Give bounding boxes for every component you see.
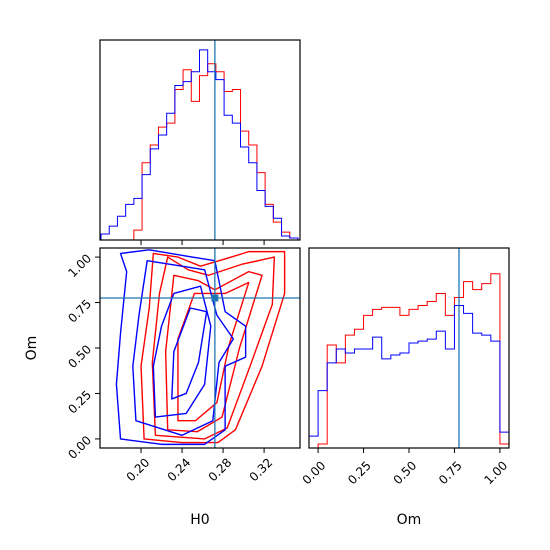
contour-xtick-label-2: 0.28 [206, 455, 235, 484]
contour-xtick-label-0: 0.20 [124, 455, 153, 484]
hist-Om-series-0-step [309, 273, 510, 449]
hist-Om-xtick-label-1: 0.25 [345, 458, 374, 487]
histogram-H0-frame [99, 39, 301, 241]
histogram-Om-x-axis-label: Om [397, 512, 422, 528]
contour-series-1-level-1 [132, 260, 235, 436]
hist-H0-series-0-step [101, 63, 299, 241]
contour-y-axis-label: Om [24, 336, 40, 361]
histogram-Om-panel: 0.00 0.25 0.50 0.75 1.00 Om [300, 247, 510, 528]
contour-series-0-level-0 [140, 250, 286, 444]
contour-frame [99, 247, 301, 449]
histogram-H0-panel [99, 39, 301, 245]
contour-ytick-label-2: 0.50 [65, 342, 94, 371]
contour-series-0-level-3 [177, 281, 250, 422]
hist-Om-xtick-label-3: 0.75 [436, 458, 465, 487]
contour-ytick-label-4: 1.00 [65, 251, 94, 280]
contour-ytick-label-0: 0.00 [65, 433, 94, 462]
contour-H0-Om-panel: 0.20 0.24 0.28 0.320.000.250.500.751.00 H0 … [24, 247, 301, 528]
contour-truth-marker [211, 294, 219, 302]
hist-Om-xtick-label-4: 1.00 [481, 458, 510, 487]
hist-Om-xtick-label-2: 0.50 [391, 458, 420, 487]
hist-Om-series-1-step [308, 304, 510, 448]
contour-xtick-label-3: 0.32 [247, 455, 276, 484]
contour-x-axis-label: H0 [190, 512, 209, 528]
hist-H0-series-1-step [100, 49, 299, 240]
contour-ytick-label-3: 0.75 [65, 297, 94, 326]
contour-series-1-level-3 [171, 307, 208, 400]
contour-ytick-label-1: 0.25 [65, 388, 94, 417]
hist-Om-xtick-label-0: 0.00 [300, 458, 329, 487]
contour-series-0-level-1 [151, 256, 276, 440]
contour-lines [100, 248, 300, 448]
contour-xtick-label-1: 0.24 [165, 455, 194, 484]
contour-series-1-level-2 [152, 285, 212, 418]
